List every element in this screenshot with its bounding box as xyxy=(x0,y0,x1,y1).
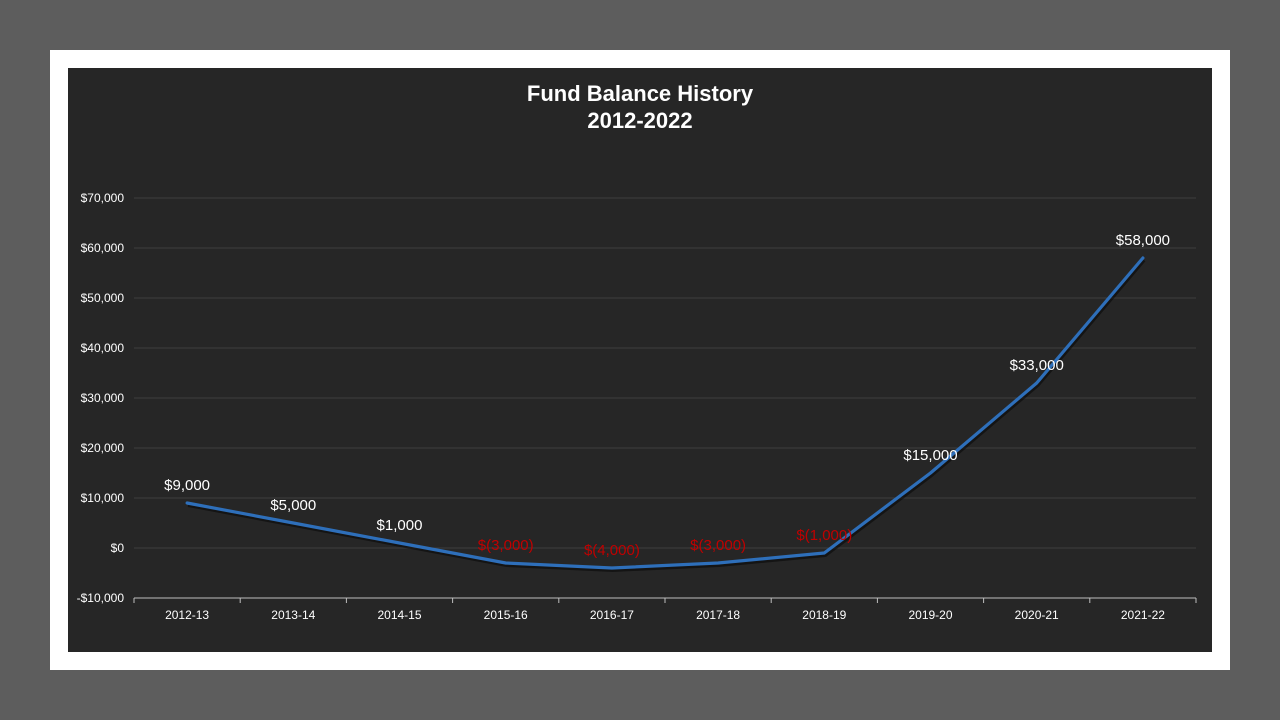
x-tick-label: 2019-20 xyxy=(908,608,952,622)
x-tick-label: 2020-21 xyxy=(1015,608,1059,622)
x-tick-label: 2015-16 xyxy=(484,608,528,622)
y-tick-label: $40,000 xyxy=(81,341,125,355)
data-label: $9,000 xyxy=(164,477,210,494)
chart-title: Fund Balance History 2012-2022 xyxy=(68,80,1212,134)
x-tick-label: 2021-22 xyxy=(1121,608,1165,622)
x-tick-label: 2016-17 xyxy=(590,608,634,622)
data-label: $(3,000) xyxy=(478,537,534,554)
y-tick-label: $10,000 xyxy=(81,491,125,505)
y-tick-label: $50,000 xyxy=(81,291,125,305)
x-tick-label: 2012-13 xyxy=(165,608,209,622)
x-tick-label: 2018-19 xyxy=(802,608,846,622)
chart-area: Fund Balance History 2012-2022 -$10,000 $… xyxy=(68,68,1212,652)
chart-title-line: Fund Balance History xyxy=(526,81,754,106)
data-label: $(1,000) xyxy=(796,527,852,544)
y-tick-label: $30,000 xyxy=(81,391,125,405)
data-label: $(4,000) xyxy=(584,542,640,559)
y-tick-label: $60,000 xyxy=(81,241,125,255)
axes: -$10,000 $0 $10,000 $20,000 $30,000 $40,000 $5… xyxy=(77,191,1197,622)
x-tick-label: 2013-14 xyxy=(271,608,315,622)
line-chart: -$10,000 $0 $10,000 $20,000 $30,000 $40,000 $5… xyxy=(77,191,1197,622)
x-tick-label: 2017-18 xyxy=(696,608,740,622)
x-tick-label: 2014-15 xyxy=(377,608,421,622)
data-label: $15,000 xyxy=(903,447,957,464)
y-tick-label: $70,000 xyxy=(81,191,125,205)
series xyxy=(185,256,1146,572)
y-tick-label: $0 xyxy=(111,541,125,555)
y-tick-label: $20,000 xyxy=(81,441,125,455)
chart-frame: Fund Balance History 2012-2022 -$10,000 $… xyxy=(50,50,1230,670)
data-label: $58,000 xyxy=(1116,232,1170,249)
y-tick-label: -$10,000 xyxy=(77,591,125,605)
data-label: $33,000 xyxy=(1010,357,1064,374)
series-line-shadow xyxy=(187,258,1146,572)
data-label: $1,000 xyxy=(377,517,423,534)
data-labels: $9,000 $5,000 $1,000 $(3,000) $(4,000) $(3,00… xyxy=(164,232,1170,559)
chart-subtitle: 2012-2022 xyxy=(587,108,693,133)
data-label: $5,000 xyxy=(270,497,316,514)
series-line xyxy=(185,256,1145,570)
data-label: $(3,000) xyxy=(690,537,746,554)
